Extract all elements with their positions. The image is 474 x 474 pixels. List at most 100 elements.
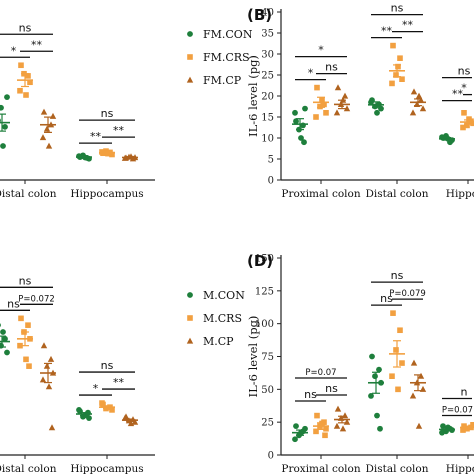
- panel4-significance-label: P=0.079: [389, 289, 426, 299]
- panel1-significance-label: **: [90, 130, 102, 143]
- panel1-data-point: [0, 104, 4, 111]
- panel2-data-point: [323, 110, 329, 116]
- panel2-data-point: [393, 72, 399, 78]
- panel3-legend-marker: [187, 315, 193, 321]
- panel4-data-point: [372, 373, 378, 380]
- panel2-category-label: Hippoca: [446, 188, 474, 200]
- panel1-data-point: [23, 92, 29, 98]
- panel4-data-point: [322, 432, 328, 439]
- panel4-category-label: Proximal colon: [281, 463, 360, 474]
- panel4-data-point: [377, 425, 383, 432]
- panel2-data-point: [397, 55, 403, 61]
- panel2-data-point: [313, 114, 319, 120]
- panel2-y-tick-label: 15: [261, 113, 274, 124]
- panel1-data-point: [40, 108, 48, 115]
- panel2-data-point: [409, 109, 417, 116]
- panel2-panel-label: (B): [247, 6, 272, 24]
- panel3-data-point: [2, 335, 8, 342]
- panel2-data-point: [460, 124, 466, 131]
- panel2-data-point: [333, 109, 341, 116]
- panel1-legend-marker: [186, 76, 194, 83]
- panel1-data-point: [25, 73, 31, 79]
- panel4-data-point: [314, 412, 320, 419]
- panel3-data-point: [76, 407, 82, 413]
- panel4-category-label: Hippoca: [446, 463, 474, 474]
- panel2-data-point: [368, 99, 374, 106]
- panel1-data-point: [109, 151, 115, 158]
- panel2-y-tick-label: 40: [261, 8, 274, 19]
- panel4-y-tick-label: 0: [268, 451, 274, 462]
- panel2-category-label: Proximal colon: [281, 188, 360, 200]
- panel2-significance-label: *: [461, 82, 467, 95]
- panel2-y-tick-label: 0: [268, 176, 274, 187]
- panel1-category-label: Hippocampus: [70, 188, 143, 200]
- panel4-y-tick-label: 25: [261, 418, 274, 429]
- panel1-data-point: [45, 142, 53, 149]
- panel4-data-point: [323, 425, 329, 432]
- panel4-data-point: [374, 412, 380, 419]
- panel3-legend-label: M.CON: [203, 289, 245, 302]
- panel2-data-point: [317, 103, 323, 110]
- panel2-data-point: [292, 109, 298, 116]
- panel2-significance-label: **: [452, 88, 464, 101]
- panel4-data-point: [368, 393, 374, 399]
- panel3-data-point: [23, 356, 29, 363]
- panel4-data-point: [397, 327, 403, 334]
- panel4-data-point: [409, 392, 417, 399]
- panel2-data-point: [374, 109, 380, 116]
- panel4-data-point: [415, 422, 423, 429]
- panel1-data-point: [4, 94, 10, 101]
- panel2-y-tick-label: 5: [268, 155, 274, 166]
- panel2-significance-label: *: [308, 67, 314, 80]
- panel2-data-point: [399, 76, 405, 82]
- panel1-legend-label: FM.CRS: [203, 51, 250, 64]
- panel2-data-point: [334, 84, 342, 91]
- panel4-panel-label: (D): [247, 252, 273, 270]
- panel2-data-point: [395, 63, 401, 70]
- panel1-data-point: [27, 79, 33, 86]
- panel2-y-tick-label: 35: [261, 29, 274, 40]
- panel3-data-point: [99, 400, 105, 406]
- panel1-data-point: [0, 118, 1, 123]
- panel3-data-point: [0, 329, 6, 335]
- panel4-significance-label: ns: [325, 382, 338, 395]
- panel3-data-point: [47, 355, 55, 362]
- panel4-data-point: [399, 360, 405, 366]
- panel4-data-point: [390, 310, 396, 316]
- panel4-data-point: [460, 427, 466, 433]
- panel3-significance-label: ns: [19, 274, 32, 287]
- panel4-significance-label: ns: [304, 388, 317, 401]
- panel2-data-point: [417, 96, 425, 103]
- panel1-data-point: [39, 134, 47, 141]
- panel4-y-tick-label: 50: [261, 385, 274, 396]
- panel3-legend-marker: [187, 292, 193, 298]
- panel2-data-point: [343, 105, 351, 112]
- panel4-y-axis-label: IL-6 level (pg): [246, 316, 260, 398]
- panel2-category-label: Distal colon: [366, 188, 429, 200]
- panel4-y-tick-label: 100: [255, 319, 274, 330]
- panel2-y-tick-label: 30: [261, 50, 274, 61]
- panel2-y-tick-label: 10: [261, 134, 274, 145]
- panel3-significance-label: ns: [7, 297, 20, 310]
- panel4-data-point: [293, 423, 299, 430]
- panel4-data-point: [470, 421, 474, 428]
- panel2-data-point: [389, 80, 395, 87]
- panel1-data-point: [17, 87, 23, 94]
- panel4-y-tick-label: 125: [255, 286, 274, 297]
- panel3-data-point: [4, 349, 10, 356]
- panel4-data-point: [393, 347, 399, 353]
- panel2-significance-label: ns: [325, 61, 338, 74]
- panel3-significance-label: ns: [101, 359, 114, 372]
- panel1-legend-marker: [187, 31, 193, 37]
- panel3-data-point: [18, 315, 24, 322]
- panel3-data-point: [39, 376, 47, 383]
- panel4-data-point: [341, 412, 349, 419]
- panel2-y-tick-label: 25: [261, 71, 274, 82]
- panel4-significance-label: ns: [380, 292, 393, 305]
- panel4-data-point: [292, 436, 298, 443]
- panel2-significance-label: ns: [458, 65, 471, 78]
- panel1-significance-label: *: [11, 44, 17, 57]
- panel4-data-point: [319, 420, 325, 427]
- panel2-data-point: [302, 105, 308, 112]
